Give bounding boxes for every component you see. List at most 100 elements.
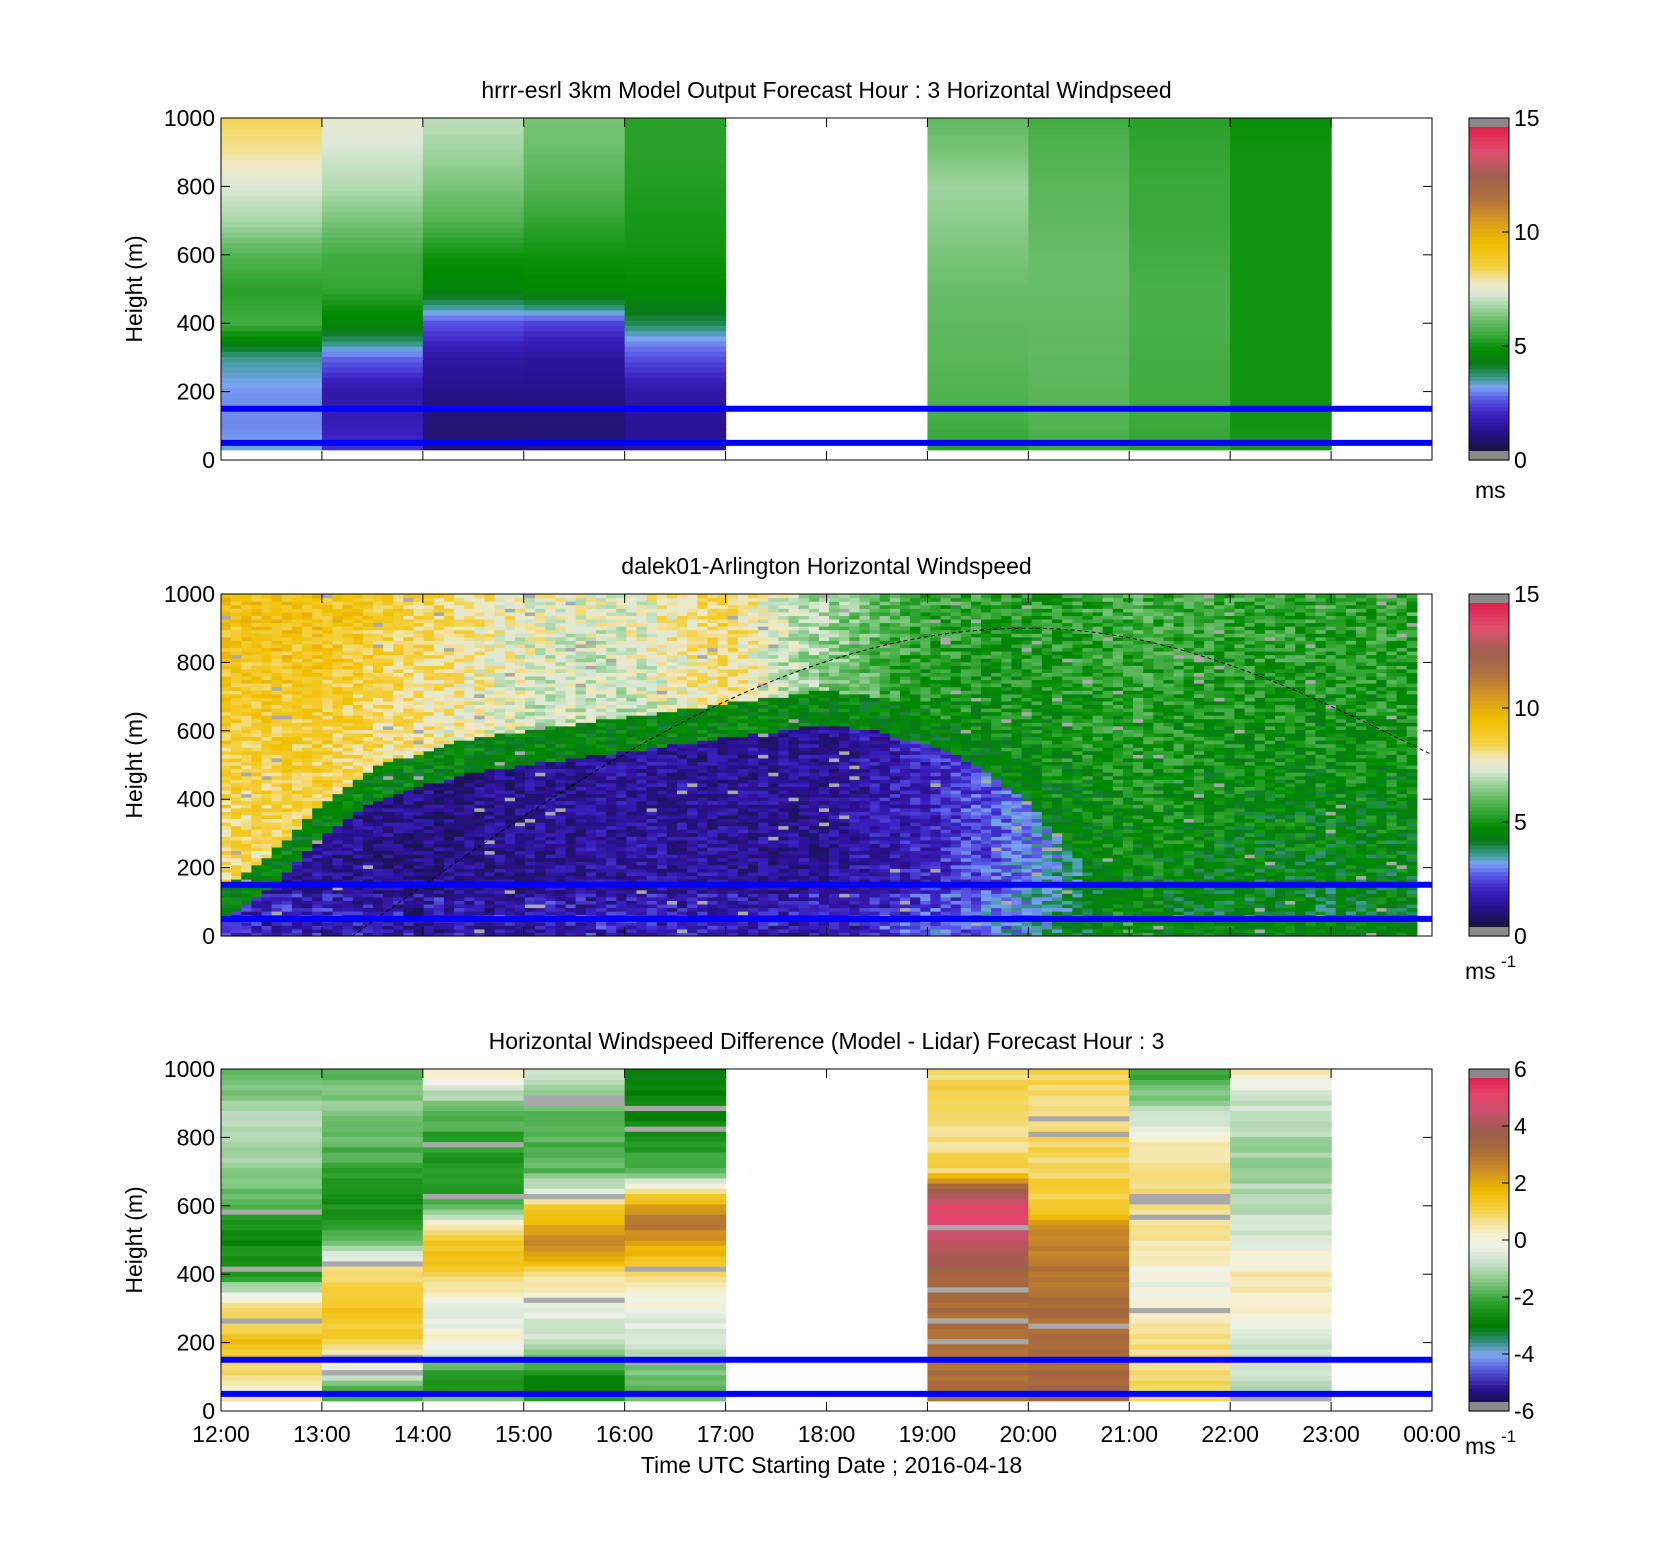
heatmap-cell xyxy=(525,839,536,844)
heatmap-cell xyxy=(454,611,465,616)
heatmap-cell xyxy=(606,643,617,649)
heatmap-cell xyxy=(535,672,546,677)
heatmap-cell xyxy=(504,804,516,809)
heatmap-cell xyxy=(241,722,252,727)
heatmap-cell xyxy=(221,397,323,404)
heatmap-cell xyxy=(362,825,374,830)
heatmap-cell xyxy=(606,829,617,834)
heatmap-cell xyxy=(504,768,516,773)
colorbar-segment xyxy=(1469,300,1509,305)
heatmap-cell xyxy=(1230,185,1332,192)
heatmap-cell xyxy=(484,754,496,759)
heatmap-cell xyxy=(454,839,465,844)
heatmap-cell xyxy=(646,893,658,898)
panel-2-title: dalek01-Arlington Horizontal Windspeed xyxy=(621,553,1031,579)
heatmap-cell xyxy=(261,836,273,841)
heatmap-cell xyxy=(231,615,242,620)
heatmap-cell xyxy=(251,871,263,877)
heatmap-cell xyxy=(575,896,587,901)
heatmap-cell xyxy=(231,822,242,827)
heatmap-cell xyxy=(585,868,597,873)
heatmap-cell xyxy=(565,704,577,709)
heatmap-cell xyxy=(332,690,344,695)
heatmap-cell xyxy=(545,911,557,916)
heatmap-cell xyxy=(241,708,252,713)
heatmap-cell xyxy=(433,618,445,624)
heatmap-cell xyxy=(373,846,384,852)
heatmap-cell xyxy=(423,693,435,698)
heatmap-cell xyxy=(423,718,435,723)
heatmap-cell xyxy=(646,772,658,777)
heatmap-cell xyxy=(271,797,283,802)
heatmap-cell xyxy=(271,907,283,912)
heatmap-cell xyxy=(271,871,283,877)
heatmap-cell xyxy=(1129,351,1231,358)
heatmap-cell xyxy=(312,658,323,663)
heatmap-cell xyxy=(525,768,536,773)
heatmap-cell xyxy=(454,604,465,609)
heatmap-cell xyxy=(352,768,364,773)
heatmap-cell xyxy=(443,718,455,723)
heatmap-cell xyxy=(585,775,597,780)
heatmap-cell xyxy=(261,786,273,791)
heatmap-cell xyxy=(251,825,263,830)
heatmap-cell xyxy=(443,754,455,759)
colorbar-segment xyxy=(1469,311,1509,317)
heatmap-cell xyxy=(422,175,525,181)
heatmap-cell xyxy=(362,871,374,877)
heatmap-cell xyxy=(514,911,526,916)
heatmap-cell xyxy=(595,772,607,777)
heatmap-cell xyxy=(221,761,232,766)
heatmap-cell xyxy=(514,871,526,877)
heatmap-cell xyxy=(523,200,626,207)
heatmap-cell xyxy=(535,839,546,844)
heatmap-cell xyxy=(595,615,607,620)
heatmap-cell xyxy=(383,871,394,877)
heatmap-cell xyxy=(342,683,354,688)
heatmap-cell xyxy=(291,800,303,805)
heatmap-cell xyxy=(535,732,546,738)
heatmap-cell xyxy=(362,775,374,780)
heatmap-cell xyxy=(454,818,465,823)
heatmap-cell xyxy=(927,289,1029,295)
heatmap-cell xyxy=(616,889,627,894)
heatmap-cell xyxy=(525,665,536,670)
heatmap-cell xyxy=(332,789,344,795)
heatmap-cell xyxy=(433,793,445,798)
heatmap-cell xyxy=(231,868,242,873)
heatmap-cell xyxy=(271,622,283,627)
heatmap-cell xyxy=(393,829,405,834)
heatmap-cell xyxy=(585,903,597,909)
heatmap-cell xyxy=(454,672,465,677)
heatmap-cell xyxy=(606,893,617,898)
heatmap-cell xyxy=(504,615,516,620)
heatmap-cell xyxy=(312,928,323,934)
heatmap-cell xyxy=(494,832,506,837)
heatmap-cell xyxy=(454,879,465,884)
heatmap-cell xyxy=(383,704,394,709)
heatmap-cell xyxy=(352,729,364,734)
heatmap-cell xyxy=(494,829,506,834)
heatmap-cell xyxy=(291,711,303,716)
heatmap-cell xyxy=(1230,320,1332,326)
heatmap-cell xyxy=(545,903,557,909)
heatmap-cell xyxy=(251,843,263,848)
heatmap-cell xyxy=(575,704,587,709)
heatmap-cell xyxy=(221,278,323,285)
heatmap-cell xyxy=(251,636,263,641)
heatmap-cell xyxy=(352,697,364,702)
heatmap-cell xyxy=(624,325,727,332)
heatmap-cell xyxy=(322,889,334,894)
heatmap-cell xyxy=(646,704,658,709)
heatmap-cell xyxy=(443,636,455,641)
heatmap-cell xyxy=(261,747,273,752)
heatmap-cell xyxy=(362,896,374,901)
heatmap-cell xyxy=(251,654,263,659)
heatmap-cell xyxy=(535,757,546,763)
heatmap-cell xyxy=(927,434,1029,440)
heatmap-cell xyxy=(403,814,415,820)
heatmap-cell xyxy=(454,807,465,812)
heatmap-cell xyxy=(606,636,617,641)
heatmap-cell xyxy=(221,123,323,129)
